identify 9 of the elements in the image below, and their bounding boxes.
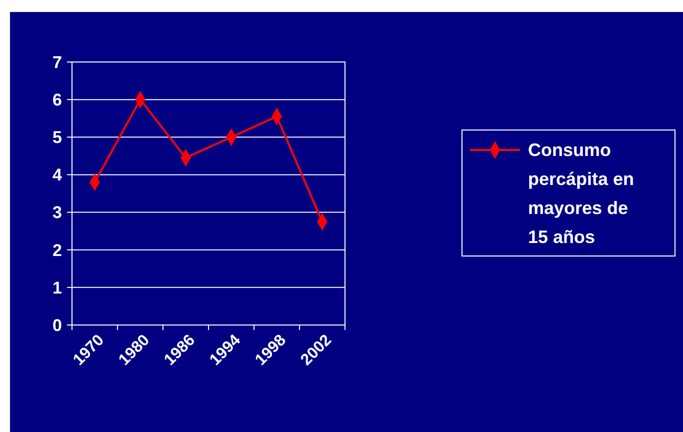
- y-tick-label: 5: [52, 128, 62, 148]
- y-tick-label: 3: [52, 203, 62, 222]
- legend-label: Consumo percápita en mayores de 15 años: [528, 140, 634, 247]
- y-tick-label: 1: [52, 278, 62, 298]
- y-tick-label: 6: [52, 90, 62, 110]
- y-tick-label: 2: [52, 240, 62, 260]
- y-tick-label: 0: [52, 316, 62, 335]
- y-tick-label: 7: [52, 52, 62, 72]
- y-tick-label: 4: [52, 166, 63, 185]
